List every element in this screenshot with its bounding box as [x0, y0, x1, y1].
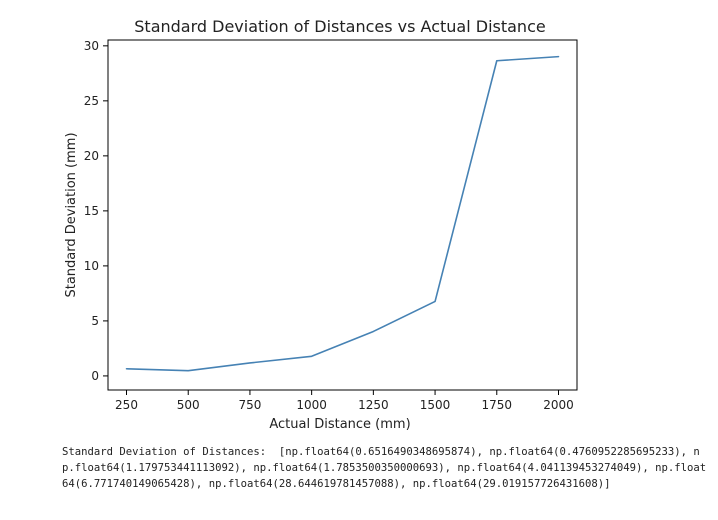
- series-line-0: [125, 55, 560, 372]
- output-text: Standard Deviation of Distances: [np.flo…: [62, 446, 707, 490]
- line-chart: Standard Deviation of Distances vs Actua…: [64, 17, 578, 432]
- y-tick-label-15: 15: [84, 204, 99, 218]
- x-tick-label-750: 750: [238, 398, 261, 412]
- x-tick-label-250: 250: [115, 398, 138, 412]
- x-tick-label-1000: 1000: [296, 398, 327, 412]
- x-tick-label-1500: 1500: [420, 398, 451, 412]
- x-tick-label-2000: 2000: [543, 398, 574, 412]
- x-tick-label-1750: 1750: [482, 398, 513, 412]
- y-tick-label-10: 10: [84, 259, 99, 273]
- y-tick-label-5: 5: [91, 314, 99, 328]
- y-tick-label-20: 20: [84, 149, 99, 163]
- y-tick-label-0: 0: [91, 369, 99, 383]
- x-tick-label-500: 500: [177, 398, 200, 412]
- chart-title: Standard Deviation of Distances vs Actua…: [134, 17, 545, 36]
- y-tick-label-25: 25: [84, 94, 99, 108]
- y-tick-label-30: 30: [84, 39, 99, 53]
- plot-area: 250 500 750 1000 1250 1500 1750 2000 0 5 10 15 20 25 3…: [84, 39, 578, 412]
- y-axis-label: Standard Deviation (mm): [64, 132, 79, 297]
- x-tick-label-1250: 1250: [358, 398, 389, 412]
- plot-frame: [107, 39, 578, 391]
- x-axis-label: Actual Distance (mm): [269, 417, 410, 432]
